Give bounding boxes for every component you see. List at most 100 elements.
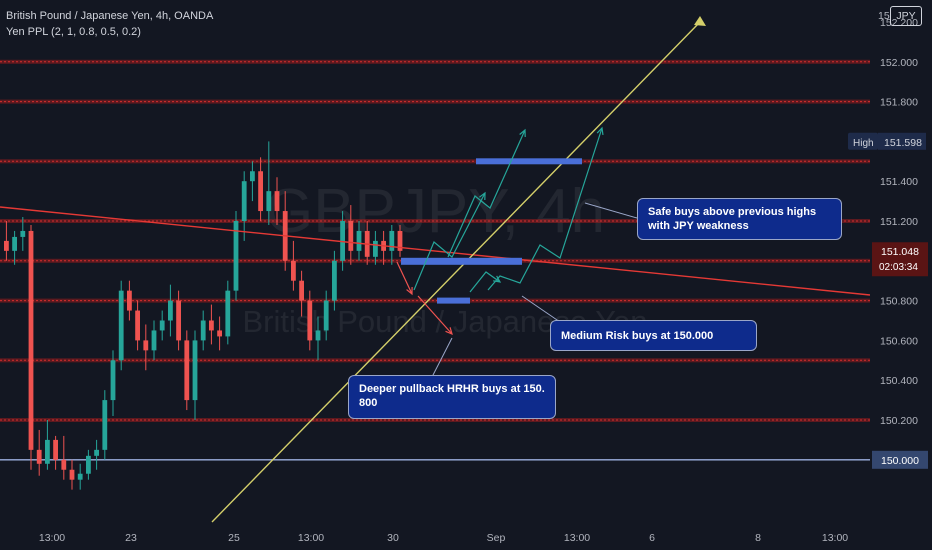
candle-body-42 — [348, 221, 354, 251]
candle-body-25 — [209, 320, 214, 331]
pullback-arrow-2 — [417, 295, 453, 336]
time-tick-8: 8 — [755, 532, 761, 544]
path-safe-b — [447, 128, 526, 258]
pullback-arrow-1-head — [406, 286, 413, 296]
candle-body-20 — [168, 300, 173, 321]
pullback-arrow-2-line — [417, 295, 453, 335]
candle-1 — [12, 230, 17, 265]
zone-safe-buy — [476, 158, 582, 165]
candle-6 — [53, 435, 58, 470]
callout-medium-pointer — [521, 295, 561, 323]
candle-body-0 — [4, 240, 9, 251]
candle-42 — [348, 205, 354, 265]
price-tick-10: 150.200 — [880, 415, 918, 427]
level-band-5 — [0, 159, 870, 164]
path-safe-a — [413, 191, 486, 291]
candle-28 — [233, 211, 239, 301]
candle-body-47 — [389, 230, 395, 251]
candle-body-17 — [143, 340, 149, 351]
candle-body-41 — [340, 221, 345, 261]
time-tick-9: 13:00 — [822, 532, 848, 544]
level-band-1 — [0, 358, 870, 363]
price-axis: 15152.200152.000151.800151.600151.400151… — [848, 0, 932, 525]
candle-38 — [315, 316, 321, 361]
candle-body-45 — [373, 240, 378, 257]
high-value-label: 151.598 — [884, 137, 922, 149]
candle-body-29 — [241, 181, 247, 221]
candle-body-27 — [225, 290, 231, 337]
candle-7 — [61, 435, 67, 480]
time-tick-0: 13:00 — [39, 532, 65, 544]
candle-body-36 — [299, 280, 304, 301]
candle-body-15 — [127, 290, 132, 311]
time-axis: 13:00 23 25 13:00 30 Sep 13:00 6 8 13:00 — [0, 525, 932, 550]
callout-deep-pointer — [431, 337, 453, 378]
time-tick-4: 30 — [387, 532, 399, 544]
candle-body-30 — [250, 171, 255, 182]
candle-8 — [69, 459, 75, 490]
level-band-7 — [0, 59, 870, 64]
candle-body-39 — [323, 300, 329, 331]
time-tick-5: Sep — [487, 532, 506, 544]
time-tick-6: 13:00 — [564, 532, 590, 544]
candle-body-2 — [20, 230, 26, 237]
candle-12 — [102, 390, 108, 460]
candle-39 — [323, 290, 329, 341]
candle-body-28 — [233, 221, 239, 291]
path-medium-short-head — [492, 275, 502, 283]
candle-15 — [127, 280, 132, 321]
price-tick-8: 150.600 — [880, 335, 918, 347]
candle-33 — [274, 177, 280, 225]
candle-32 — [266, 141, 272, 225]
candle-body-13 — [110, 360, 116, 401]
candle-24 — [200, 310, 206, 351]
candle-14 — [118, 280, 124, 371]
chart-header: British Pound / Japanese Yen, 4h, OANDA … — [6, 8, 213, 40]
candle-body-9 — [77, 473, 83, 480]
level-band-4 — [0, 219, 870, 223]
level-band-6 — [0, 99, 870, 104]
candle-body-6 — [53, 439, 58, 460]
candle-3 — [28, 224, 34, 470]
pullback-arrow-2-head — [445, 327, 453, 336]
ascending-trendline-arrow — [694, 16, 706, 26]
currency-badge[interactable]: JPY — [890, 6, 922, 26]
high-tag-bg — [848, 132, 878, 150]
high-tag-label: High — [853, 138, 874, 149]
path-safe-a-line — [413, 192, 486, 291]
time-tick-1: 23 — [125, 532, 137, 544]
callout-safe-pointer — [584, 202, 638, 219]
candle-4 — [36, 429, 42, 476]
price-tick-4: 151.400 — [880, 176, 918, 188]
candle-11 — [94, 439, 99, 470]
candle-body-24 — [200, 320, 206, 341]
symbol-title: British Pound / Japanese Yen, 4h, OANDA — [6, 10, 214, 22]
candle-body-1 — [12, 236, 17, 251]
candle-body-18 — [151, 330, 157, 351]
candle-22 — [184, 330, 190, 411]
path-safe-b-line — [447, 129, 526, 258]
ascending-trendline — [211, 21, 701, 523]
price-tick-0: 152.200 — [880, 17, 918, 29]
candles — [4, 141, 403, 490]
candle-41 — [340, 211, 345, 271]
candle-body-31 — [258, 171, 263, 212]
zone-medium-risk — [401, 257, 522, 265]
candle-9 — [77, 463, 83, 490]
candle-20 — [168, 284, 173, 337]
candle-43 — [356, 221, 362, 261]
level-band-0 — [0, 418, 870, 422]
price-tick-1: 152.000 — [880, 57, 918, 69]
indicator-legend[interactable]: Yen PPL (2, 1, 0.8, 0.5, 0.2) — [6, 26, 141, 38]
candle-45 — [373, 230, 378, 265]
candle-26 — [217, 316, 222, 351]
candle-body-11 — [94, 449, 99, 456]
candle-18 — [151, 320, 157, 361]
candle-body-40 — [332, 260, 337, 301]
price-tick-top: 15 — [878, 10, 890, 22]
candle-body-26 — [217, 330, 222, 337]
time-axis-bg — [0, 525, 932, 550]
